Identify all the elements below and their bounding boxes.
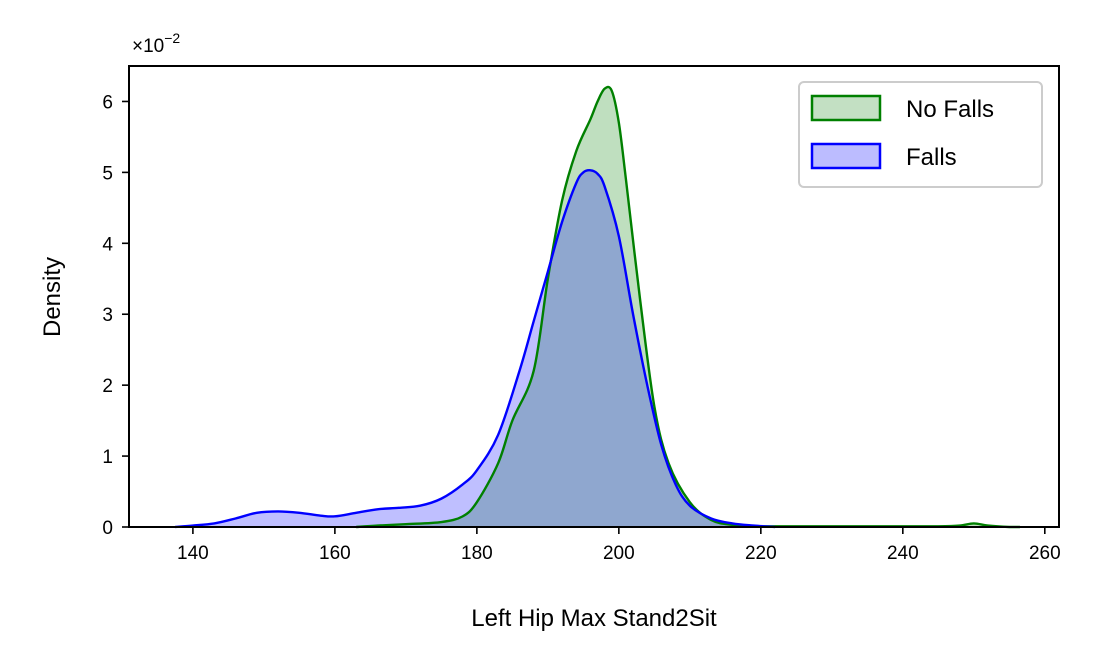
legend-swatch-falls <box>810 142 882 170</box>
y-tick-label: 0 <box>102 518 113 539</box>
y-tick-label: 1 <box>102 447 113 468</box>
density-fill-no-falls <box>356 86 1020 528</box>
y-axis-ticks: 0 1 2 3 4 5 6 <box>102 92 129 539</box>
y-tick-label: 6 <box>102 92 113 113</box>
y-tick-label: 3 <box>102 305 113 326</box>
y-tick-label: 2 <box>102 376 113 397</box>
legend: No Falls Falls <box>798 81 1043 188</box>
legend-label-no-falls: No Falls <box>906 96 994 123</box>
density-line-falls <box>175 168 776 529</box>
x-tick-label: 160 <box>319 543 351 564</box>
density-fill-falls <box>175 170 776 527</box>
legend-swatch-no-falls <box>810 94 882 122</box>
x-tick-label: 180 <box>461 543 493 564</box>
y-tick-label: 4 <box>102 234 113 255</box>
x-tick-label: 220 <box>745 543 777 564</box>
y-scale-offset: ×10−2 <box>132 30 180 57</box>
x-tick-label: 200 <box>603 543 635 564</box>
y-axis-label: Density <box>39 257 66 337</box>
x-axis-label: Left Hip Max Stand2Sit <box>471 605 717 632</box>
y-tick-label: 5 <box>102 163 113 184</box>
y-scale-base: ×10 <box>132 36 164 57</box>
axes-frame <box>128 65 1060 528</box>
y-scale-exponent: −2 <box>164 30 180 46</box>
x-tick-label: 140 <box>177 543 209 564</box>
x-tick-label: 240 <box>887 543 919 564</box>
x-axis-ticks: 140 160 180 200 220 240 260 <box>177 527 1061 564</box>
x-tick-label: 260 <box>1029 543 1061 564</box>
legend-label-falls: Falls <box>906 144 957 171</box>
